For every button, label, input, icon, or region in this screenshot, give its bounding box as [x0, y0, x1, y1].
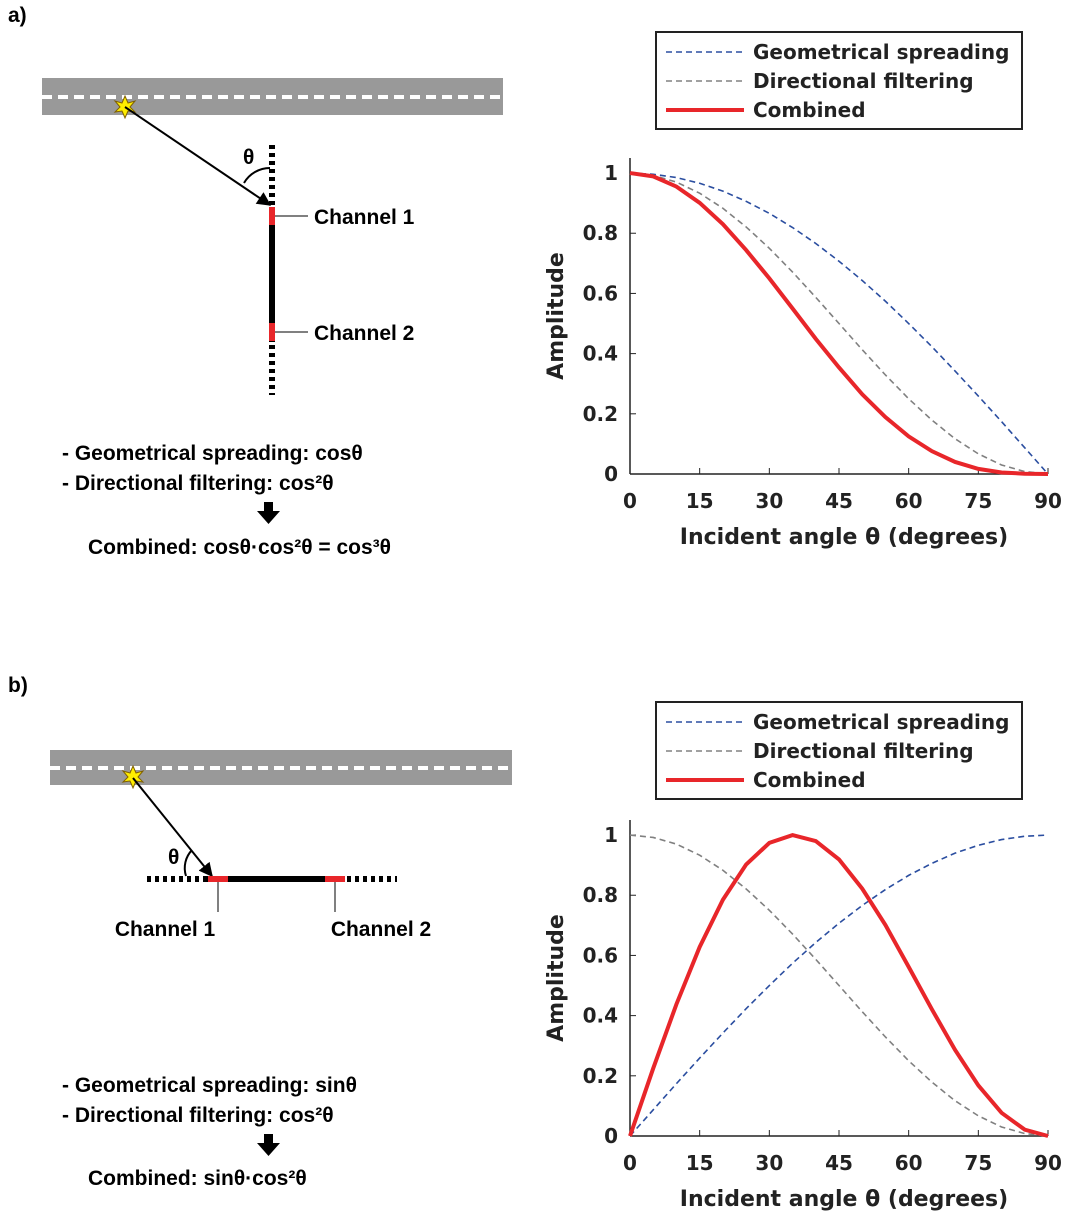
equation: - Geometrical spreading: sinθ — [62, 1074, 357, 1097]
chart: 0 0.2 0.4 0.6 0.8 1 0 15 30 45 60 75 90 Incident angl… — [544, 702, 1062, 1212]
equation: - Directional filtering: cos²θ — [62, 472, 334, 495]
channel-label: Channel 2 — [331, 918, 431, 941]
charts: 0 0.2 0.4 0.6 0.8 1 0 15 30 45 60 75 90 Incident angl… — [544, 32, 1062, 1212]
legend: Geometrical spreading Directional filteri… — [656, 32, 1022, 129]
x-tick-label: 90 — [1034, 489, 1062, 513]
x-tick-label: 30 — [755, 1151, 783, 1175]
x-tick-label: 60 — [895, 1151, 923, 1175]
legend-label: Directional filtering — [753, 739, 974, 763]
chart: 0 0.2 0.4 0.6 0.8 1 0 15 30 45 60 75 90 Incident angl… — [544, 32, 1062, 550]
y-tick-label: 0.8 — [583, 221, 618, 245]
equation: - Directional filtering: cos²θ — [62, 1104, 334, 1127]
legend: Geometrical spreading Directional filteri… — [656, 702, 1022, 799]
angle-arc — [244, 168, 270, 183]
x-tick-label: 0 — [623, 1151, 637, 1175]
channel-label: Channel 1 — [314, 206, 415, 229]
theta: θ — [243, 146, 254, 169]
y-tick-label: 0.4 — [583, 342, 618, 366]
equation: - Geometrical spreading: cosθ — [62, 442, 363, 465]
arrow-down — [257, 502, 280, 524]
x-axis-label: Incident angle θ (degrees) — [680, 525, 1008, 550]
legend-label: Geometrical spreading — [753, 710, 1009, 734]
equation: Combined: sinθ·cos²θ — [88, 1167, 307, 1190]
arrow-down — [257, 1134, 280, 1156]
channel-label: Channel 2 — [314, 322, 414, 345]
x-tick-label: 0 — [623, 489, 637, 513]
y-tick-label: 1 — [604, 161, 618, 185]
y-axis-label: Amplitude — [544, 252, 569, 380]
y-tick-label: 0 — [604, 1124, 618, 1148]
y-tick-label: 0.2 — [583, 402, 618, 426]
diagram-b: b) θ Channel 1 Channel 2 - Geometrical s… — [8, 674, 512, 1190]
x-tick-label: 90 — [1034, 1151, 1062, 1175]
legend-label: Combined — [753, 768, 866, 792]
y-tick-label: 0.6 — [583, 943, 618, 967]
y-tick-label: 0.8 — [583, 883, 618, 907]
panel-label: b) — [8, 674, 28, 697]
y-tick-label: 0.6 — [583, 281, 618, 305]
legend-label: Geometrical spreading — [753, 40, 1009, 64]
x-tick-label: 45 — [825, 489, 853, 513]
y-tick-label: 0.2 — [583, 1064, 618, 1088]
channel-label: Channel 1 — [115, 918, 216, 941]
x-tick-label: 45 — [825, 1151, 853, 1175]
y-tick-label: 0.4 — [583, 1004, 618, 1028]
angle-arc — [185, 850, 192, 876]
y-tick-label: 0 — [604, 462, 618, 486]
legend-label: Directional filtering — [753, 69, 974, 93]
theta: θ — [168, 846, 179, 869]
y-tick-label: 1 — [604, 823, 618, 847]
diagram-a: a) θ Channel 1 Channel 2 - Geometrical s… — [8, 4, 503, 559]
figure: a) θ Channel 1 Channel 2 - Geometrical s… — [0, 0, 1067, 1215]
x-tick-label: 30 — [755, 489, 783, 513]
x-tick-label: 60 — [895, 489, 923, 513]
x-tick-label: 75 — [964, 489, 992, 513]
x-axis-label: Incident angle θ (degrees) — [680, 1187, 1008, 1212]
y-axis-label: Amplitude — [544, 914, 569, 1042]
x-tick-label: 15 — [686, 1151, 714, 1175]
series-line — [630, 173, 1048, 474]
legend-label: Combined — [753, 98, 866, 122]
panel-label: a) — [8, 4, 27, 27]
x-tick-label: 15 — [686, 489, 714, 513]
x-tick-label: 75 — [964, 1151, 992, 1175]
equation: Combined: cosθ·cos²θ = cos³θ — [88, 536, 391, 559]
